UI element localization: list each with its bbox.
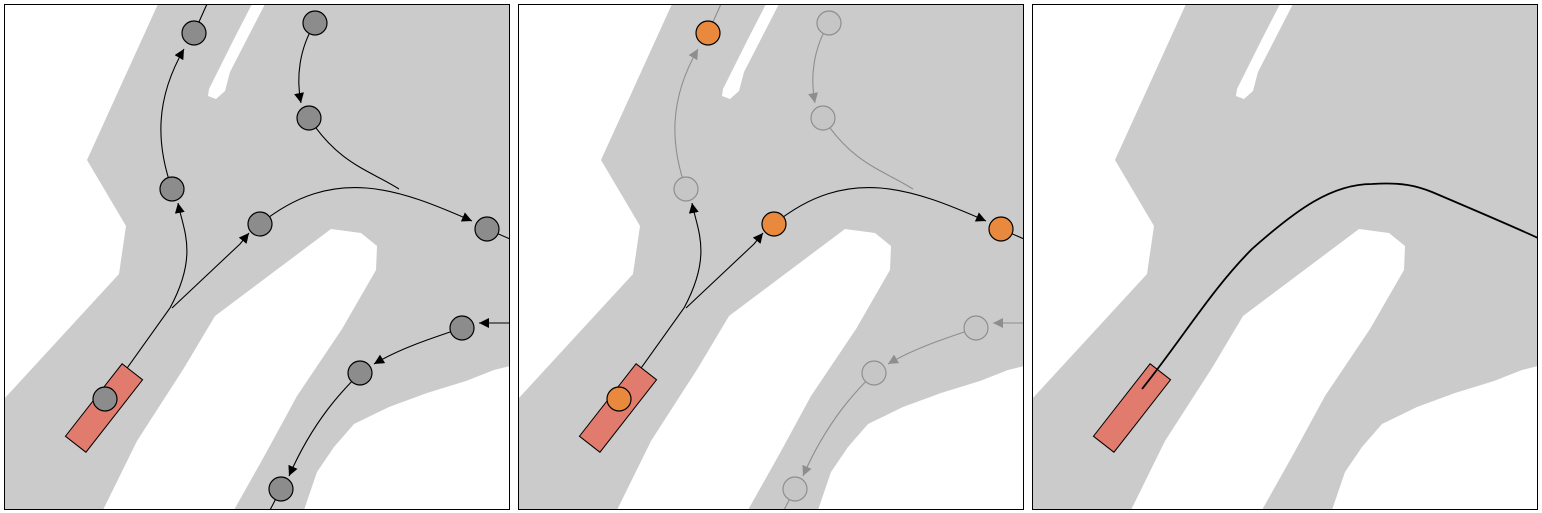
lane-node [181, 20, 207, 46]
panel-full-lane-graph [4, 4, 510, 510]
lane-node [92, 386, 118, 412]
panel-border [4, 4, 510, 510]
lane-edge [822, 117, 914, 190]
median-island [208, 4, 265, 99]
panel-border [1032, 4, 1538, 510]
lane-node [159, 176, 185, 202]
lane-node [347, 360, 373, 386]
ego-vehicle [1092, 363, 1172, 453]
lane-node [816, 10, 842, 36]
lane-node [449, 315, 475, 341]
lane-node [861, 360, 887, 386]
panel-canvas [518, 4, 1024, 510]
panel-border [518, 4, 1024, 510]
panel-canvas [1032, 4, 1538, 510]
median-island [1236, 4, 1293, 99]
lane-node [474, 216, 500, 242]
driving-path-line [1141, 182, 1538, 390]
lane-edge [773, 186, 987, 225]
lane-edge [171, 232, 250, 309]
lane-edge [308, 117, 400, 190]
lane-node [296, 105, 322, 131]
panel-driving-path [1032, 4, 1538, 510]
lane-node [810, 105, 836, 131]
lane-edge [160, 48, 185, 190]
lane-edge [618, 202, 702, 400]
lane-node [782, 476, 808, 502]
panel-selected-route [518, 4, 1024, 510]
route-node [606, 386, 632, 412]
lane-node [247, 211, 273, 237]
lane-edge [674, 48, 699, 190]
route-node [988, 216, 1014, 242]
lane-edge [104, 202, 188, 400]
route-node [761, 211, 787, 237]
lane-node [963, 315, 989, 341]
route-node [695, 20, 721, 46]
median-island [722, 4, 779, 99]
lane-node [302, 10, 328, 36]
lane-edge [685, 232, 764, 309]
panel-canvas [4, 4, 510, 510]
lane-node [673, 176, 699, 202]
lane-node [268, 476, 294, 502]
lane-edge [259, 186, 473, 225]
